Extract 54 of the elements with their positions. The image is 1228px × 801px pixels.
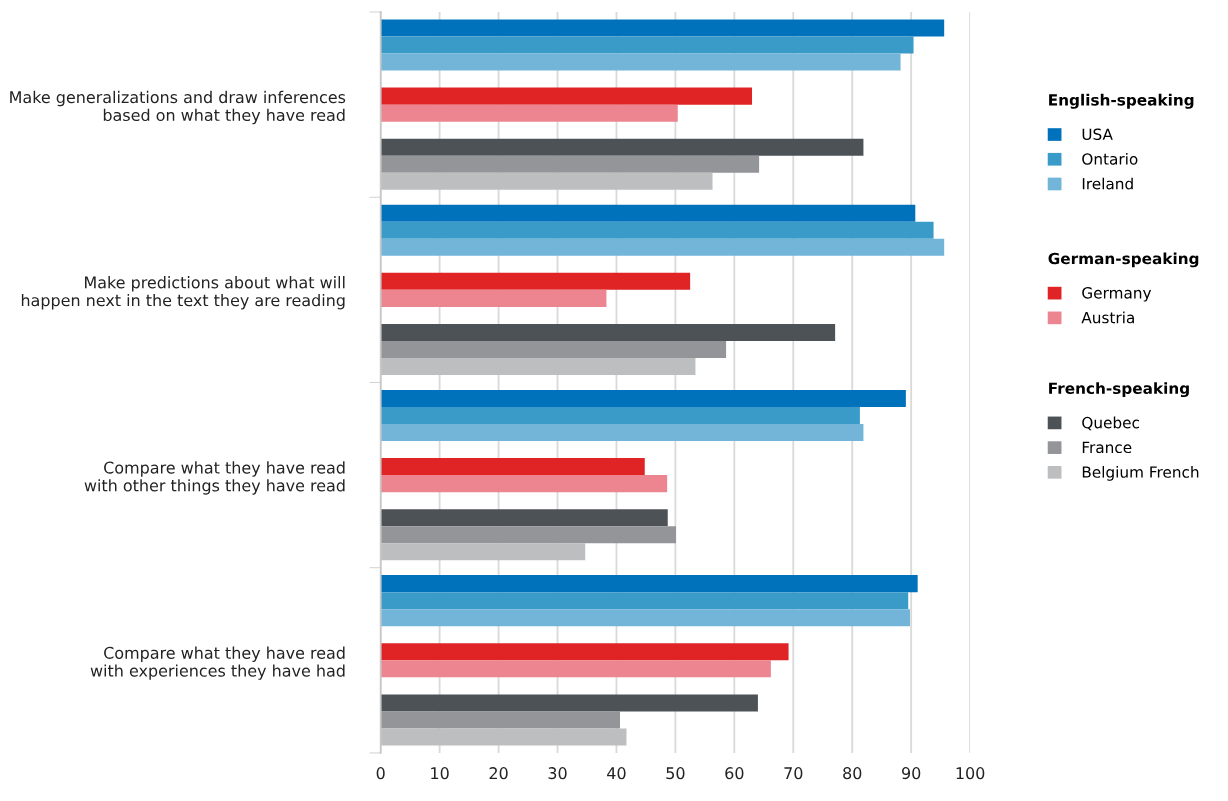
bar bbox=[380, 36, 914, 54]
text: French-speaking bbox=[1049, 382, 1189, 398]
y-tick-label: Make predictions about what will happen next in the text they are reading bbox=[21, 276, 345, 310]
x-tick-label: 90 bbox=[902, 767, 921, 780]
bar bbox=[380, 509, 668, 527]
legend-label: Germany bbox=[1082, 287, 1152, 302]
bar bbox=[380, 53, 901, 71]
x-tick-label: 0 bbox=[376, 767, 385, 780]
x-tick-label: 80 bbox=[843, 767, 862, 780]
legend-label: France bbox=[1082, 441, 1132, 454]
bar bbox=[380, 340, 727, 359]
bar bbox=[380, 660, 771, 678]
text: German-speaking bbox=[1048, 252, 1199, 268]
bar bbox=[380, 221, 934, 239]
bar bbox=[380, 423, 864, 442]
x-tick-label: 60 bbox=[725, 767, 744, 780]
legend-label: Ontario bbox=[1082, 152, 1138, 165]
bar bbox=[380, 204, 916, 222]
bar bbox=[380, 104, 678, 122]
bar bbox=[380, 458, 645, 476]
legend-label: USA bbox=[1082, 128, 1113, 141]
y-tick-label: Compare what they have read with other things they have read bbox=[84, 461, 345, 495]
bar bbox=[380, 575, 918, 593]
bar bbox=[380, 155, 760, 173]
x-tick-label: 100 bbox=[956, 767, 985, 780]
bar bbox=[380, 87, 753, 105]
y-tick-label: Compare what they have read with experiences they have had bbox=[90, 646, 345, 680]
bar bbox=[380, 138, 864, 156]
x-tick-label: 50 bbox=[666, 767, 685, 780]
bar bbox=[380, 19, 945, 37]
bar bbox=[380, 272, 691, 290]
bar bbox=[380, 406, 860, 424]
bar bbox=[380, 592, 909, 610]
legend-label: Quebec bbox=[1082, 416, 1139, 431]
bar bbox=[380, 289, 607, 307]
x-tick-label: 40 bbox=[607, 767, 626, 780]
x-tick-label: 30 bbox=[548, 767, 567, 780]
x-tick-label: 20 bbox=[489, 767, 508, 780]
bar bbox=[380, 389, 906, 407]
legend-label: Austria bbox=[1081, 311, 1134, 324]
y-tick-label: Make generalizations and draw inferences based on what they have read bbox=[10, 90, 346, 125]
bar bbox=[380, 323, 836, 341]
legend-label: Belgium French bbox=[1082, 466, 1199, 481]
legend-label: Ireland bbox=[1082, 177, 1133, 190]
bar bbox=[380, 711, 620, 729]
x-tick-label: 10 bbox=[431, 767, 449, 780]
bar bbox=[380, 238, 945, 256]
bar bbox=[380, 609, 910, 627]
bar bbox=[380, 526, 676, 544]
text: English-speaking bbox=[1049, 93, 1194, 109]
bar bbox=[380, 643, 789, 661]
x-tick-label: 70 bbox=[784, 767, 803, 780]
bar bbox=[380, 694, 758, 712]
bar bbox=[380, 475, 668, 493]
